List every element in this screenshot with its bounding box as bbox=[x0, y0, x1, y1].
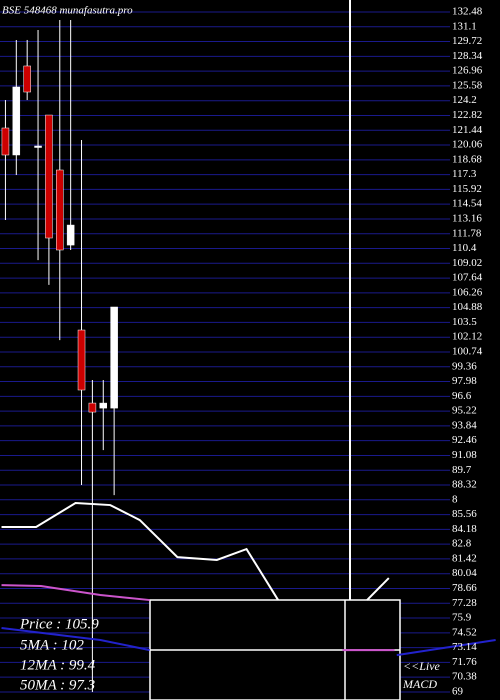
y-tick-label: 71.76 bbox=[452, 656, 477, 668]
y-tick-label: 115.92 bbox=[452, 183, 482, 195]
y-tick-label: 96.6 bbox=[452, 390, 472, 402]
y-tick-label: 89.7 bbox=[452, 464, 472, 476]
y-tick-label: 77.28 bbox=[452, 597, 477, 609]
y-tick-label: 125.58 bbox=[452, 79, 483, 91]
y-tick-label: 70.38 bbox=[452, 671, 477, 683]
y-tick-label: 100.74 bbox=[452, 346, 483, 358]
indicator-line bbox=[1, 501, 280, 601]
y-tick-label: 78.66 bbox=[452, 582, 477, 594]
y-tick-label: 88.32 bbox=[452, 479, 477, 491]
y-tick-label: 110.4 bbox=[452, 242, 477, 254]
y-tick-label: 75.9 bbox=[452, 612, 472, 624]
info-50ma: 50MA : 97.3 bbox=[20, 677, 95, 693]
info-12ma: 12MA : 99.4 bbox=[20, 657, 96, 673]
y-tick-label: 111.78 bbox=[452, 227, 482, 239]
y-tick-label: 97.98 bbox=[452, 375, 477, 387]
candle-body bbox=[1, 127, 10, 156]
candle-body bbox=[12, 86, 21, 156]
candle-body bbox=[99, 402, 108, 409]
candle-body bbox=[66, 224, 75, 246]
y-tick-label: 85.56 bbox=[452, 508, 477, 520]
indicator-line bbox=[366, 577, 390, 601]
y-tick-label: 102.12 bbox=[452, 331, 482, 343]
candle-body bbox=[56, 169, 64, 251]
live-label: <<Live bbox=[403, 659, 441, 673]
y-tick-label: 99.36 bbox=[452, 360, 477, 372]
y-tick-label: 129.72 bbox=[452, 35, 482, 47]
y-tick-label: 81.42 bbox=[452, 552, 477, 564]
indicator-line bbox=[1, 584, 150, 602]
y-tick-label: 106.26 bbox=[452, 286, 483, 298]
y-tick-label: 128.34 bbox=[452, 50, 483, 62]
y-tick-label: 122.82 bbox=[452, 109, 482, 121]
candle-body bbox=[77, 329, 86, 391]
y-tick-label: 80.04 bbox=[452, 567, 477, 579]
y-tick-label: 109.02 bbox=[452, 257, 482, 269]
y-tick-label: 95.22 bbox=[452, 405, 477, 417]
y-tick-label: 8 bbox=[452, 493, 458, 505]
info-price: Price : 105.9 bbox=[19, 616, 99, 632]
y-tick-label: 69 bbox=[452, 685, 464, 697]
y-tick-label: 120.06 bbox=[452, 139, 483, 151]
candle-body bbox=[23, 65, 31, 93]
y-tick-label: 91.08 bbox=[452, 449, 477, 461]
chart-title: BSE 548468 munafasutra.pro bbox=[2, 5, 133, 17]
y-tick-label: 73.14 bbox=[452, 641, 477, 653]
candle-body bbox=[34, 145, 42, 148]
y-tick-label: 121.44 bbox=[452, 124, 483, 136]
candle-body bbox=[110, 306, 118, 409]
y-tick-label: 118.68 bbox=[452, 153, 482, 165]
y-tick-label: 132.48 bbox=[452, 6, 483, 18]
indicator-line bbox=[1, 627, 150, 652]
y-tick-label: 126.96 bbox=[452, 65, 483, 77]
y-tick-label: 131.1 bbox=[452, 20, 477, 32]
overlay bbox=[1, 501, 496, 657]
macd-label: MACD bbox=[402, 677, 437, 691]
info-5ma: 5MA : 102 bbox=[20, 637, 84, 653]
y-tick-label: 113.16 bbox=[452, 212, 482, 224]
y-tick-label: 74.52 bbox=[452, 626, 477, 638]
y-tick-label: 93.84 bbox=[452, 419, 477, 431]
y-tick-label: 107.64 bbox=[452, 272, 483, 284]
y-tick-label: 104.88 bbox=[452, 301, 483, 313]
y-tick-label: 103.5 bbox=[452, 316, 477, 328]
y-tick-label: 92.46 bbox=[452, 434, 477, 446]
y-tick-label: 82.8 bbox=[452, 538, 472, 550]
y-tick-label: 117.3 bbox=[452, 168, 477, 180]
marks bbox=[1, 20, 118, 692]
y-tick-label: 84.18 bbox=[452, 523, 477, 535]
candle-body bbox=[45, 114, 53, 239]
indicator-line bbox=[396, 639, 496, 657]
candle-body bbox=[88, 402, 97, 413]
y-tick-label: 124.2 bbox=[452, 94, 477, 106]
y-tick-label: 114.54 bbox=[452, 198, 482, 210]
